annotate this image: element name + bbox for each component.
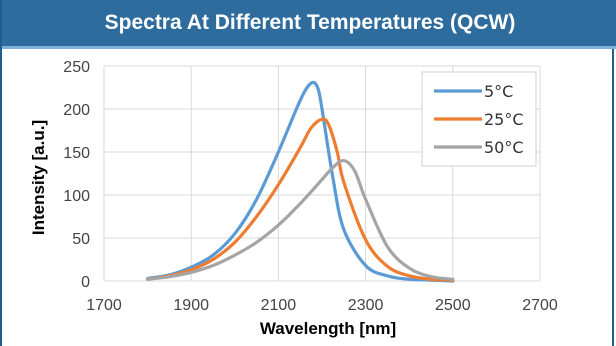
y-tick-label: 50: [72, 231, 90, 248]
y-tick-label: 100: [63, 188, 90, 205]
series-line-1: [146, 117, 455, 282]
x-tick-label: 1700: [86, 297, 122, 314]
x-axis-title: Wavelength [nm]: [260, 319, 396, 338]
x-tick-label: 2700: [522, 297, 558, 314]
y-axis-title: Intensity [a.u.]: [29, 120, 48, 235]
y-tick-label: 150: [63, 145, 90, 162]
y-tick-label: 200: [63, 102, 90, 119]
x-tick-label: 2300: [348, 297, 384, 314]
legend-label: 25°C: [484, 110, 524, 129]
y-tick-label: 0: [81, 274, 90, 291]
chart-title: Spectra At Different Temperatures (QCW): [2, 0, 616, 46]
header-divider: [2, 46, 616, 49]
legend-label: 5°C: [484, 82, 513, 101]
series-line-2: [146, 158, 455, 281]
y-tick-label: 250: [63, 59, 90, 76]
x-tick-label: 2500: [435, 297, 471, 314]
legend-label: 50°C: [484, 138, 524, 157]
series-line-0: [146, 80, 455, 283]
x-tick-label: 2100: [261, 297, 297, 314]
x-tick-label: 1900: [173, 297, 209, 314]
